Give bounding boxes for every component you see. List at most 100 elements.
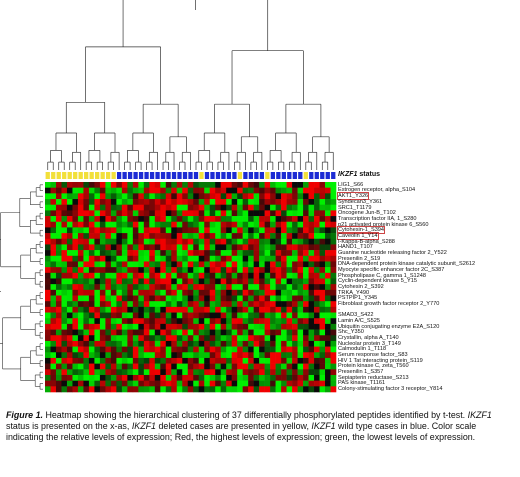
heatmap-cell	[132, 335, 139, 342]
heatmap-cell	[132, 340, 139, 347]
heatmap-cell	[132, 380, 139, 387]
heatmap-cell	[121, 295, 128, 302]
heatmap-cell	[226, 221, 232, 228]
row-label: SMAD3_S422	[338, 312, 374, 319]
status-cell-wildtype	[144, 172, 149, 179]
heatmap-cell	[55, 374, 62, 381]
heatmap-cell	[45, 289, 51, 296]
status-cell-deleted	[199, 172, 204, 179]
heatmap-cell	[61, 306, 68, 313]
heatmap-cell	[325, 352, 331, 359]
heatmap-cell	[209, 284, 216, 291]
heatmap-cell	[286, 306, 293, 313]
heatmap-cell	[193, 216, 200, 223]
heatmap-cell	[61, 272, 68, 279]
heatmap-cell	[220, 216, 227, 223]
heatmap-cell	[72, 210, 79, 217]
heatmap-cell	[259, 244, 265, 251]
heatmap-cell	[209, 210, 216, 217]
heatmap-cell	[187, 380, 194, 387]
heatmap-cell	[138, 369, 145, 376]
heatmap-cell	[94, 312, 101, 319]
heatmap-cell	[127, 233, 134, 240]
heatmap-cell	[105, 369, 112, 376]
heatmap-cell	[61, 244, 68, 251]
heatmap-cell	[275, 295, 282, 302]
heatmap-cell	[281, 199, 287, 206]
heatmap-cell	[297, 261, 304, 268]
heatmap-cell	[264, 284, 271, 291]
heatmap-cell	[143, 182, 150, 188]
heatmap-cell	[99, 352, 106, 359]
heatmap-cell	[303, 221, 309, 228]
heatmap-cell	[182, 340, 189, 347]
heatmap-cell	[242, 323, 249, 330]
heatmap-cell	[77, 278, 84, 285]
heatmap-cell	[61, 199, 68, 206]
heatmap-cell	[61, 323, 68, 330]
heatmap-cell	[253, 329, 260, 336]
heatmap-cell	[198, 346, 205, 353]
heatmap-cell	[281, 210, 287, 217]
heatmap-cell	[242, 386, 249, 393]
heatmap-cell	[264, 216, 271, 223]
heatmap-cell	[198, 193, 205, 200]
heatmap-cell	[171, 352, 178, 359]
heatmap-cell	[138, 295, 145, 302]
heatmap-cell	[286, 386, 293, 393]
heatmap-cell	[110, 352, 117, 359]
heatmap-cell	[193, 199, 200, 206]
heatmap-cell	[325, 284, 331, 291]
heatmap-cell	[143, 346, 150, 353]
heatmap-cell	[270, 329, 276, 336]
heatmap-cell	[193, 233, 200, 240]
heatmap-cell	[330, 323, 337, 330]
heatmap-cell	[121, 369, 128, 376]
heatmap-cell	[204, 289, 211, 296]
heatmap-cell	[83, 380, 90, 387]
heatmap-cell	[72, 289, 79, 296]
heatmap-cell	[66, 227, 73, 234]
heatmap-cell	[330, 363, 337, 370]
heatmap-cell	[226, 346, 232, 353]
heatmap-cell	[88, 329, 95, 336]
heatmap-cell	[270, 312, 276, 319]
heatmap-cell	[308, 323, 315, 330]
heatmap-cell	[55, 261, 62, 268]
heatmap-cell	[253, 221, 260, 228]
heatmap-cell	[325, 380, 331, 387]
status-cell-wildtype	[276, 172, 281, 179]
heatmap-cell	[308, 199, 315, 206]
heatmap-cell	[176, 255, 183, 262]
heatmap-cell	[330, 329, 337, 336]
heatmap-cell	[45, 272, 51, 279]
heatmap-cell	[275, 374, 282, 381]
heatmap-cell	[204, 374, 211, 381]
heatmap-cell	[121, 329, 128, 336]
heatmap-cell	[226, 369, 232, 376]
heatmap-cell	[88, 289, 95, 296]
heatmap-cell	[110, 267, 117, 274]
heatmap-cell	[110, 244, 117, 251]
heatmap-cell	[105, 233, 112, 240]
heatmap-cell	[248, 261, 254, 268]
heatmap-cell	[171, 289, 178, 296]
heatmap-cell	[259, 363, 265, 370]
heatmap-cell	[171, 210, 178, 217]
heatmap-cell	[88, 295, 95, 302]
heatmap-cell	[88, 352, 95, 359]
heatmap-cell	[319, 261, 326, 268]
heatmap-cell	[138, 193, 145, 200]
heatmap-cell	[314, 216, 320, 223]
heatmap-cell	[66, 369, 73, 376]
heatmap-cell	[215, 193, 221, 200]
heatmap-cell	[204, 233, 211, 240]
heatmap-cell	[204, 380, 211, 387]
heatmap-cell	[94, 204, 101, 211]
heatmap-cell	[314, 374, 320, 381]
heatmap-cell	[61, 227, 68, 234]
heatmap-cell	[319, 295, 326, 302]
heatmap-cell	[132, 238, 139, 245]
heatmap-cell	[193, 318, 200, 325]
heatmap-cell	[187, 284, 194, 291]
